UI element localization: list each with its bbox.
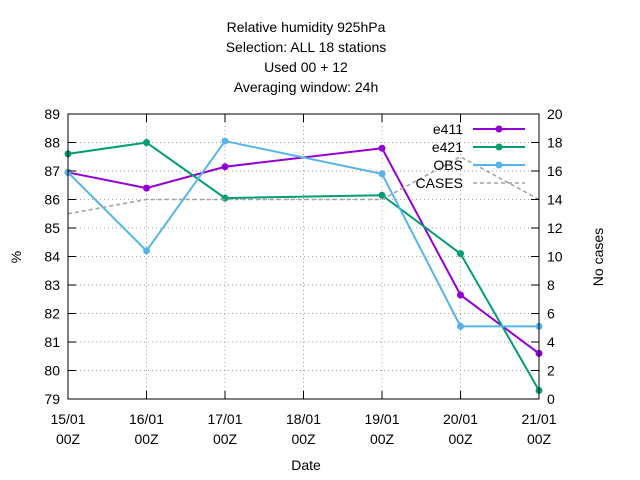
y2-tick-label: 10 [547, 249, 563, 265]
x-tick-label: 15/01 [50, 411, 85, 427]
x-tick-label: 00Z [291, 431, 316, 447]
x-tick-label: 00Z [56, 431, 81, 447]
y2-tick-label: 16 [547, 163, 563, 179]
legend: e411 e421 OBS CASES [416, 121, 525, 191]
chart-title-line: Selection: ALL 18 stations [226, 39, 387, 55]
chart-title-line: Relative humidity 925hPa [227, 19, 386, 35]
x-tick-label: 00Z [527, 431, 552, 447]
y-tick-label: 82 [44, 306, 60, 322]
y-tick-label: 85 [44, 220, 60, 236]
legend-label-cases: CASES [416, 175, 463, 191]
data-point-obs [378, 170, 386, 178]
y-tick-label: 79 [44, 391, 60, 407]
x-tick-label: 21/01 [521, 411, 556, 427]
data-point-obs [221, 137, 229, 145]
x-tick-label: 00Z [370, 431, 395, 447]
chart-title-line: Used 00 + 12 [264, 59, 348, 75]
y-tick-label: 87 [44, 163, 60, 179]
data-point-e411 [143, 184, 150, 192]
chart-title: Relative humidity 925hPa Selection: ALL 1… [226, 19, 387, 95]
y-tick-label: 86 [44, 192, 60, 208]
x-tick-label: 00Z [448, 431, 473, 447]
y-tick-label: 81 [44, 334, 60, 350]
legend-label-e411: e411 [433, 121, 463, 137]
data-point-e421 [221, 194, 229, 202]
legend-marker-e411 [495, 125, 503, 133]
data-point-e421 [378, 191, 386, 199]
series-line-obs [67, 139, 539, 328]
y2-tick-label: 20 [547, 106, 563, 122]
y2-tick-label: 14 [547, 192, 563, 208]
x-tick-label: 20/01 [443, 411, 478, 427]
y2-tick-label: 6 [547, 306, 555, 322]
y2-tick-label: 18 [547, 135, 563, 151]
axes: 79 80 81 82 83 84 85 86 87 88 89 0 2 4 6 8 10 12 14 16 18 20 1… [8, 106, 606, 473]
y-tick-label: 84 [44, 249, 60, 265]
legend-label-e421: e421 [432, 139, 463, 155]
y2-tick-label: 4 [547, 334, 555, 350]
x-axis-label: Date [291, 457, 321, 473]
legend-marker-e421 [495, 143, 503, 151]
data-point-obs [143, 247, 150, 255]
legend-label-obs: OBS [433, 157, 463, 173]
x-tick-label: 00Z [134, 431, 159, 447]
y-axis-label: % [8, 251, 24, 263]
chart-title-line: Averaging window: 24h [234, 79, 379, 95]
y2-tick-label: 0 [547, 391, 555, 407]
data-point-e411 [378, 144, 386, 152]
series-line-e421 [67, 141, 540, 391]
series-line-cases [67, 155, 540, 215]
data-point-e421 [457, 250, 464, 258]
y2-axis-label: No cases [590, 228, 606, 286]
y-tick-label: 88 [44, 135, 60, 151]
x-tick-label: 19/01 [364, 411, 399, 427]
legend-marker-obs [495, 161, 503, 169]
data-point-e421 [143, 139, 150, 146]
y2-tick-label: 12 [547, 220, 563, 236]
y2-tick-label: 8 [547, 277, 555, 293]
x-tick-label: 17/01 [207, 411, 242, 427]
y-tick-label: 89 [44, 106, 60, 122]
x-tick-label: 18/01 [286, 411, 321, 427]
y-tick-label: 83 [44, 277, 60, 293]
y2-tick-label: 2 [547, 363, 555, 379]
y-tick-label: 80 [44, 363, 60, 379]
series-lines [64, 137, 543, 394]
x-tick-label: 00Z [213, 431, 238, 447]
data-point-e411 [457, 291, 464, 299]
data-point-e411 [221, 163, 229, 171]
x-tick-label: 16/01 [129, 411, 164, 427]
data-point-obs [457, 322, 464, 330]
